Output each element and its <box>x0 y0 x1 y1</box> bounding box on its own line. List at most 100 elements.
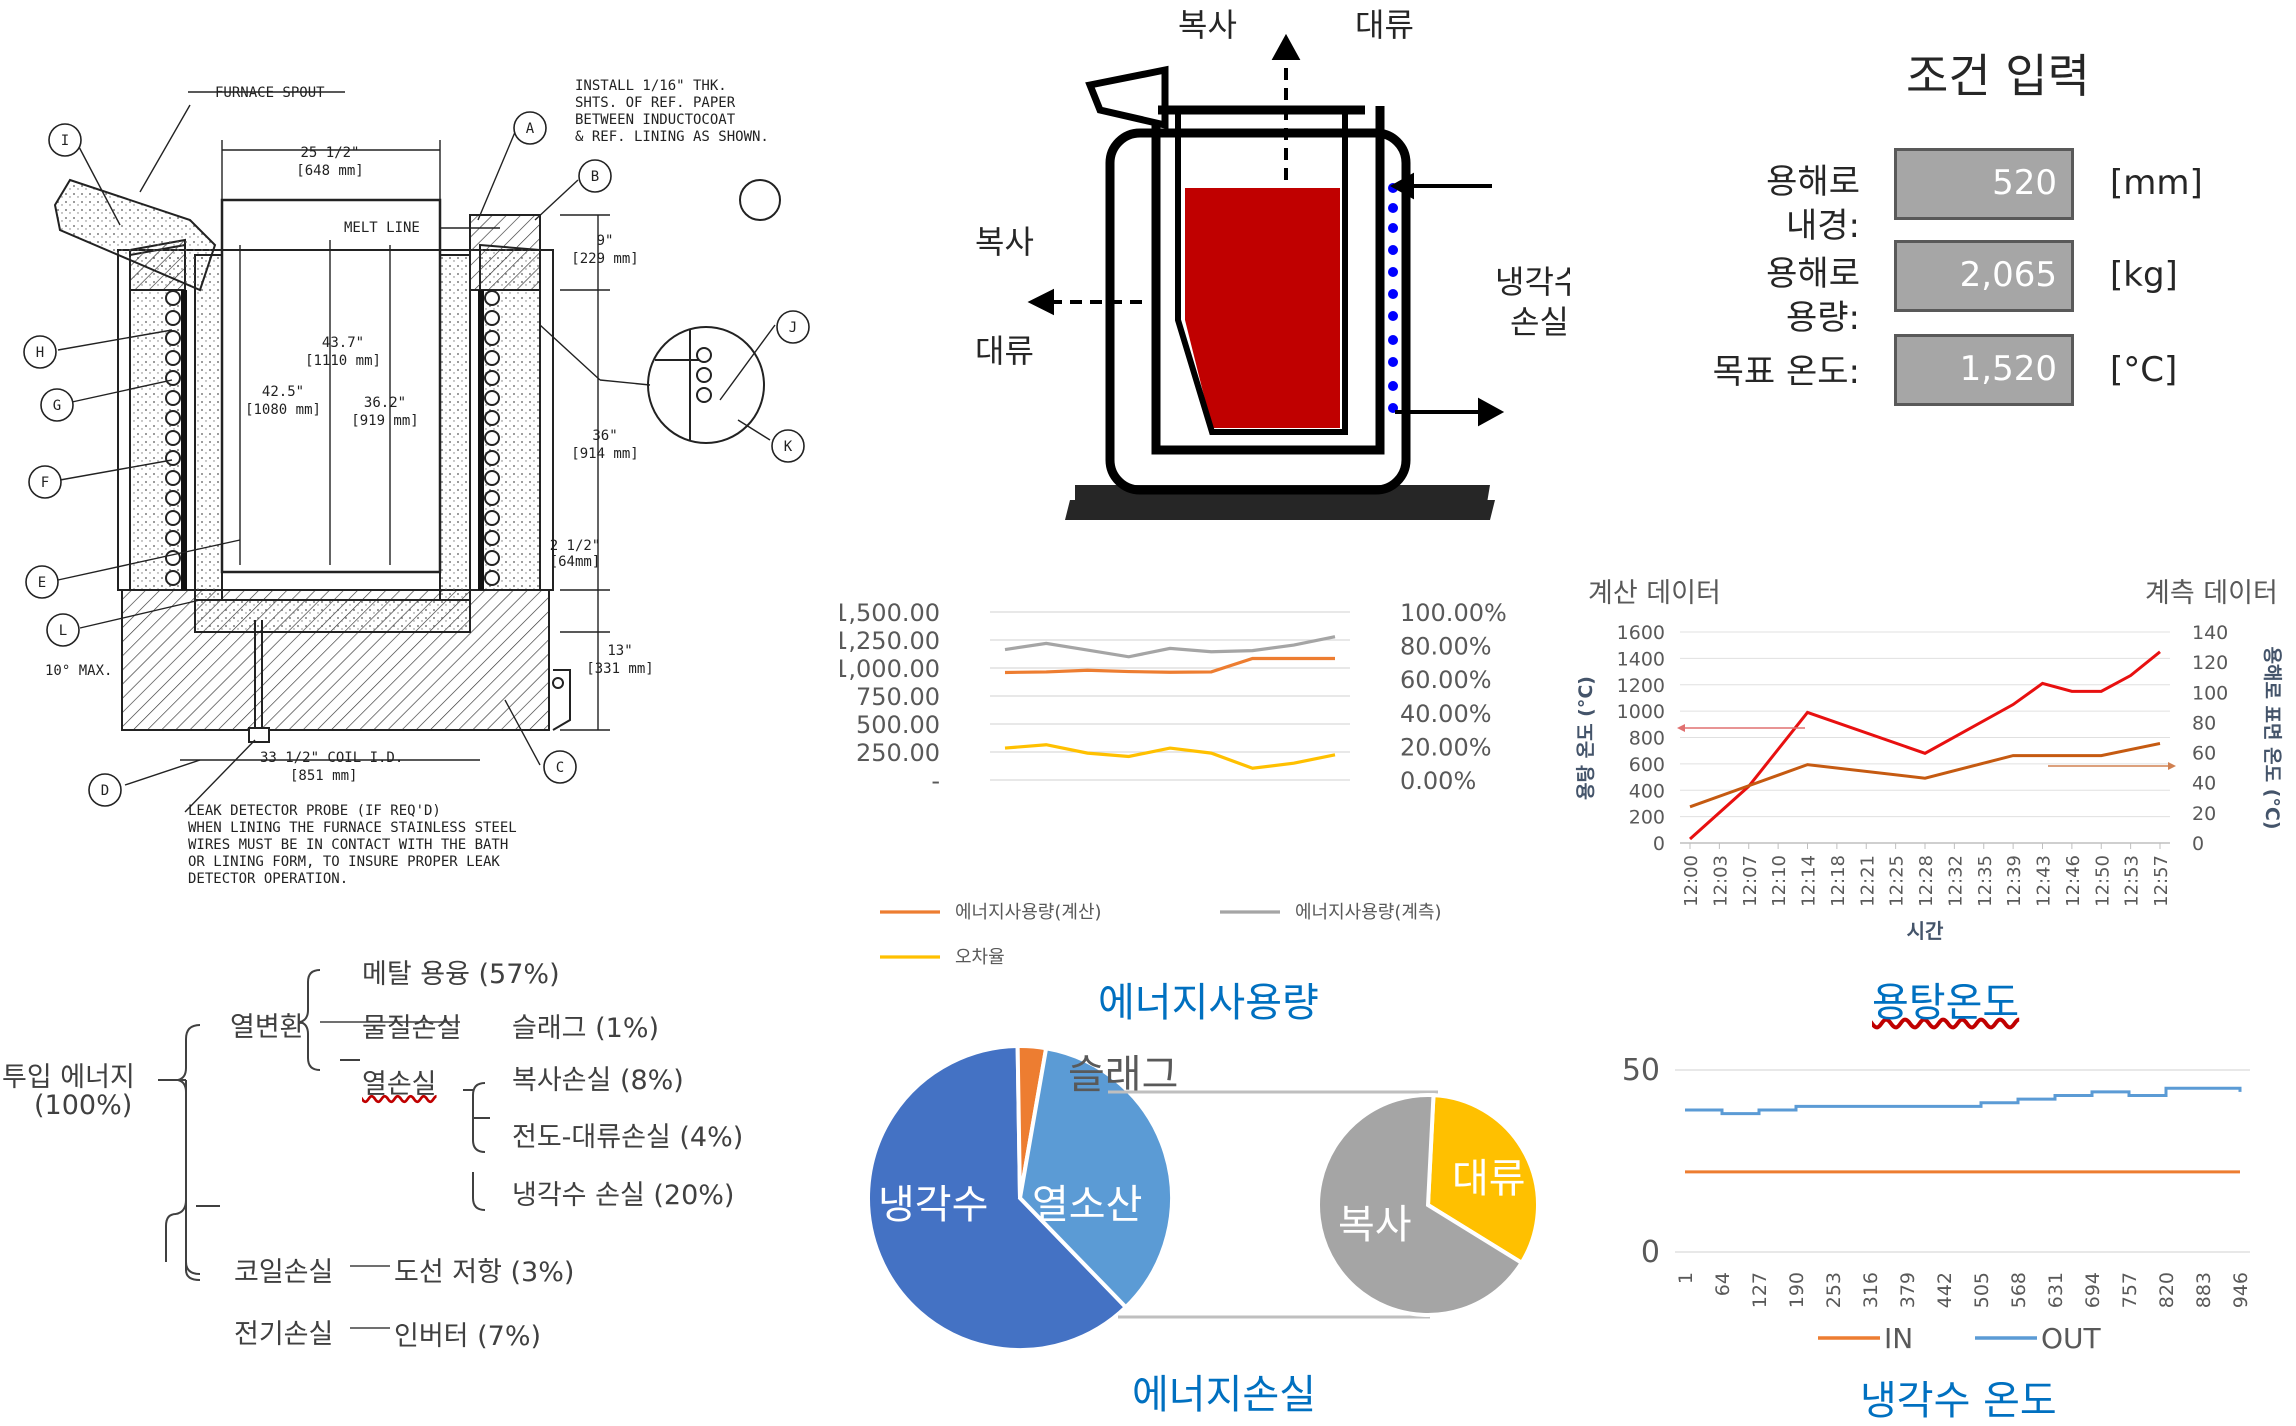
x-tick-label: 127 <box>1749 1272 1771 1308</box>
tree-metal-melting: 메탈 용융 (57%) <box>362 959 560 990</box>
x-tick-label: 12:07 <box>1740 855 1761 907</box>
x-tick-label: 64 <box>1712 1272 1734 1296</box>
x-tick-label: 12:00 <box>1681 855 1702 907</box>
x-tick-label: 820 <box>2156 1272 2178 1308</box>
dim-d4: 9" <box>597 233 614 249</box>
furnace-capacity-field[interactable]: 2,065 <box>1894 240 2074 312</box>
series-line <box>1004 635 1336 659</box>
y2-tick-label: 120 <box>2192 652 2228 674</box>
breakdown-slice <box>1316 1093 1525 1317</box>
x-tick-label: 12:28 <box>1916 855 1937 907</box>
x-tick-label: 946 <box>2230 1272 2252 1308</box>
axis-indicator-right-head <box>2168 762 2176 770</box>
y-tick-label: 1600 <box>1617 622 1665 644</box>
install-note-2: SHTS. OF REF. PAPER <box>575 95 736 111</box>
y2-tick-label: 100.00% <box>1400 599 1507 627</box>
tree-wire-resistance: 도선 저항 (3%) <box>394 1257 575 1288</box>
y-tick-label: 400 <box>1629 780 1665 802</box>
tree-coil-loss: 코일손실 <box>234 1257 334 1288</box>
y-tick-label: 200 <box>1629 807 1665 829</box>
callout-d: D <box>101 783 109 799</box>
probe-note-3: WIRES MUST BE IN CONTACT WITH THE BATH <box>188 837 508 853</box>
dim-d3: 36.2" <box>364 395 406 411</box>
label-furnace-capacity: 용해로 용량: <box>1766 254 1860 338</box>
callout-f: F <box>41 475 49 491</box>
y-tick-label: 0 <box>1653 833 1665 855</box>
x-tick-label: 379 <box>1897 1272 1919 1308</box>
callout-l: L <box>59 623 67 639</box>
y-axis-label: 용탕 온도 (°C) <box>1575 676 1597 800</box>
y2-tick-label: 0.00% <box>1400 767 1476 795</box>
callout-k: K <box>784 439 793 455</box>
tree-heat-loss: 열손실 <box>362 1069 437 1100</box>
furnace-drawing: I A B H G F E L D C J K FURNACE SPOUT IN… <box>23 78 810 887</box>
y2-tick-label: 40.00% <box>1400 700 1492 728</box>
legend-label: IN <box>1884 1322 1913 1355</box>
label-convection-left: 대류 <box>975 332 1034 370</box>
label-convection-top: 대류 <box>1355 6 1414 44</box>
y-tick-label: 250.00 <box>856 739 940 767</box>
install-note-3: BETWEEN INDUCTOCOAT <box>575 112 736 128</box>
series-line <box>1004 743 1336 770</box>
dim-coil-mm: [851 mm] <box>290 768 357 784</box>
breakdown-label: 복사 <box>1338 1202 1412 1248</box>
y2-axis-label: 용해로 표면 온도 (°C) <box>2261 646 2283 829</box>
x-tick-label: 631 <box>2045 1272 2067 1308</box>
callout-b: B <box>591 169 599 185</box>
label-radiation-top: 복사 <box>1178 6 1237 44</box>
dim-d2-mm: [1080 mm] <box>245 402 321 418</box>
tree-heat-conversion: 열변환 <box>230 1012 305 1043</box>
callout-h: H <box>36 345 44 361</box>
dim-d7-mm: [331 mm] <box>586 661 653 677</box>
callout-g: G <box>53 398 61 414</box>
x-tick-label: 190 <box>1786 1272 1808 1308</box>
y-tick-label: 500.00 <box>856 711 940 739</box>
pie-label: 냉각수 <box>878 1182 988 1228</box>
caption-coolant-temp: 냉각수 온도 <box>1860 1378 2057 1424</box>
y-tick-label: 1,000.00 <box>840 655 940 683</box>
x-tick-label: 12:39 <box>2004 855 2025 907</box>
label-furnace-diameter: 용해로 내경: <box>1766 162 1860 246</box>
legend-label: OUT <box>2041 1322 2102 1355</box>
x-tick-label: 12:03 <box>1710 855 1731 907</box>
label-coolant-1: 냉각수 <box>1495 263 1570 301</box>
molten-metal <box>1185 188 1340 428</box>
legend-label: 오차율 <box>955 947 1005 968</box>
x-tick-label: 757 <box>2119 1272 2141 1308</box>
y-tick-label: 800 <box>1629 728 1665 750</box>
target-temp-field[interactable]: 1,520 <box>1894 334 2074 406</box>
breakdown-label: 대류 <box>1452 1156 1526 1202</box>
callout-c: C <box>556 760 564 776</box>
x-tick-label: 12:10 <box>1769 855 1790 907</box>
y-tick-label: - <box>931 767 940 795</box>
dim-angle: 10° MAX. <box>45 663 112 679</box>
legend-label: 에너지사용량(계산) <box>955 902 1102 923</box>
condition-input-panel: 조건 입력 용해로 내경: 520 [mm] 용해로 용량: 2,065 [kg] … <box>1660 30 2280 430</box>
y-tick-label: 1000 <box>1617 701 1665 723</box>
x-tick-label: 12:32 <box>1945 855 1966 907</box>
dim-d1-mm: [1110 mm] <box>305 353 381 369</box>
dim-top-width: 25 1/2" <box>300 145 359 161</box>
series-line <box>1688 650 2161 841</box>
y-tick-label: 1,250.00 <box>840 627 940 655</box>
y-tick-label: 1,500.00 <box>840 599 940 627</box>
left-title: 계산 데이터 <box>1588 578 1721 609</box>
caption-energy-use: 에너지사용량 <box>1098 980 1319 1026</box>
y-tick-label: 1200 <box>1617 675 1665 697</box>
y2-tick-label: 80.00% <box>1400 633 1492 661</box>
x-tick-label: 12:14 <box>1799 855 1820 907</box>
label-target-temp: 목표 온도: <box>1712 352 1860 392</box>
dim-top-width-mm: [648 mm] <box>296 163 363 179</box>
x-tick-label: 505 <box>1971 1272 1993 1308</box>
x-tick-label: 316 <box>1860 1272 1882 1308</box>
y-tick-label: 600 <box>1629 754 1665 776</box>
x-tick-label: 12:46 <box>2063 855 2084 907</box>
label-coolant-2: 손실 <box>1510 303 1569 341</box>
callout-a: A <box>526 121 535 137</box>
x-tick-label: 883 <box>2193 1272 2215 1308</box>
x-tick-label: 12:53 <box>2122 855 2143 907</box>
furnace-diameter-field[interactable]: 520 <box>1894 148 2074 220</box>
unit-kg: [kg] <box>2110 255 2178 295</box>
x-tick-label: 12:35 <box>1975 855 1996 907</box>
